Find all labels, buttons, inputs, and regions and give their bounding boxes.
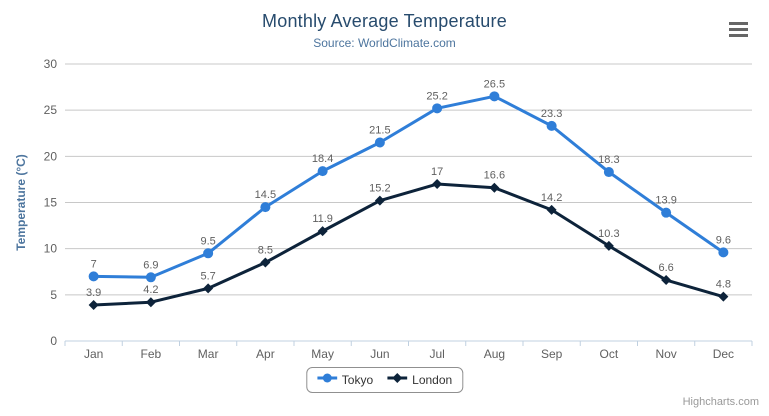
tokyo-data-point[interactable]	[145, 272, 156, 283]
london-data-point[interactable]	[489, 182, 500, 193]
tokyo-data-point[interactable]	[432, 103, 443, 114]
london-data-point[interactable]	[260, 257, 271, 268]
legend-item-tokyo[interactable]: Tokyo	[316, 372, 374, 387]
data-label: 9.5	[200, 235, 215, 247]
y-axis-label: 0	[50, 334, 57, 348]
x-axis-label: Feb	[141, 347, 162, 361]
data-label: 4.8	[716, 279, 731, 291]
hamburger-icon	[729, 33, 748, 37]
diamond-marker-glyph	[387, 373, 408, 383]
data-label: 15.2	[369, 183, 390, 195]
data-label: 10.3	[598, 228, 619, 240]
y-axis-label: 30	[44, 57, 58, 71]
data-label: 8.5	[258, 245, 273, 257]
y-axis-label: 5	[50, 288, 57, 302]
tokyo-data-point[interactable]	[260, 202, 271, 213]
data-label: 25.2	[426, 90, 447, 102]
tokyo-series-line	[92, 94, 725, 279]
data-label: 11.9	[312, 213, 333, 225]
london-series-line	[92, 182, 725, 307]
legend-label: London	[412, 372, 453, 387]
legend-label: Tokyo	[341, 372, 374, 387]
x-axis-label: Apr	[256, 347, 275, 361]
legend-marker	[392, 373, 403, 383]
x-axis-label: Mar	[198, 347, 219, 361]
london-data-point[interactable]	[374, 195, 385, 206]
legend: Tokyo London	[305, 367, 464, 393]
data-label: 5.7	[200, 270, 215, 282]
hamburger-icon	[729, 21, 748, 25]
data-label: 26.5	[484, 78, 505, 90]
data-label: 6.9	[143, 259, 158, 271]
tokyo-data-point[interactable]	[489, 91, 500, 102]
tokyo-data-point[interactable]	[661, 207, 672, 218]
x-axis-label: Oct	[600, 347, 619, 361]
legend-marker	[322, 373, 332, 383]
data-label: 16.6	[484, 170, 505, 182]
tokyo-data-point[interactable]	[203, 248, 214, 259]
x-axis-label: Jun	[370, 347, 389, 361]
x-axis-label: Jan	[84, 347, 103, 361]
data-label: 6.6	[658, 262, 673, 274]
data-label: 21.5	[369, 124, 390, 136]
data-label: 3.9	[86, 287, 101, 299]
circle-marker-glyph	[316, 373, 337, 383]
tokyo-data-point[interactable]	[603, 167, 614, 178]
credits-link[interactable]: Highcharts.com	[682, 396, 759, 408]
x-axis-label: Sep	[541, 347, 563, 361]
data-label: 13.9	[655, 195, 676, 207]
tokyo-series-marker-icon	[316, 372, 337, 387]
x-axis-label: May	[311, 347, 334, 361]
data-label: 14.2	[541, 192, 562, 204]
tokyo-data-point[interactable]	[718, 247, 729, 258]
london-series-marker-icon	[387, 372, 408, 387]
london-data-point[interactable]	[603, 240, 614, 251]
x-axis-label: Jul	[429, 347, 444, 361]
data-label: 7	[91, 258, 97, 270]
context-menu-button[interactable]	[727, 17, 755, 41]
data-label: 9.6	[716, 234, 731, 246]
london-data-point[interactable]	[317, 226, 328, 237]
london-data-point[interactable]	[432, 179, 443, 190]
x-axis-label: Aug	[484, 347, 505, 361]
y-axis-label: 15	[44, 196, 58, 210]
hamburger-icon	[729, 27, 748, 31]
x-axis-label: Dec	[713, 347, 734, 361]
london-data-point[interactable]	[88, 299, 99, 310]
legend-item-london[interactable]: London	[387, 372, 452, 387]
tokyo-data-point[interactable]	[317, 166, 328, 177]
y-axis-label: 20	[44, 149, 58, 163]
london-data-point[interactable]	[718, 291, 729, 302]
y-axis-label: 10	[44, 242, 58, 256]
data-label: 4.2	[143, 284, 158, 296]
tokyo-data-point[interactable]	[88, 271, 99, 282]
data-label: 17	[431, 166, 443, 178]
y-axis-label: 25	[44, 103, 58, 117]
data-label: 23.3	[541, 108, 562, 120]
tokyo-data-point[interactable]	[374, 137, 385, 148]
data-label: 18.3	[598, 154, 619, 166]
tokyo-data-point[interactable]	[546, 120, 557, 131]
london-data-point[interactable]	[203, 283, 214, 294]
london-data-point[interactable]	[661, 275, 672, 286]
y-axis-title: Temperature (°C)	[14, 154, 28, 251]
london-data-point[interactable]	[546, 204, 557, 215]
chart-subtitle: Source: WorldClimate.com	[313, 36, 456, 50]
data-label: 14.5	[255, 189, 276, 201]
data-label: 18.4	[312, 153, 333, 165]
london-data-point[interactable]	[145, 297, 156, 308]
chart-title: Monthly Average Temperature	[262, 11, 507, 31]
x-axis-label: Nov	[655, 347, 676, 361]
